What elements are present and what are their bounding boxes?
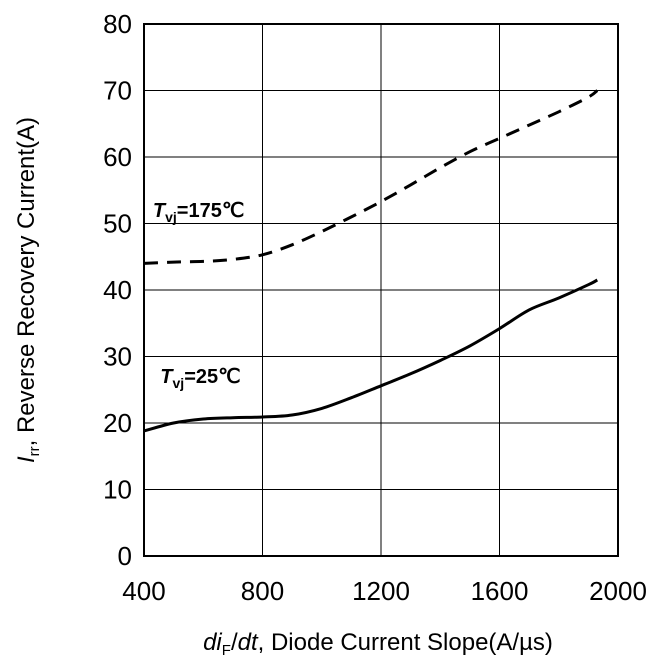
y-tick-label: 0 <box>118 541 132 571</box>
y-tick-label: 40 <box>103 275 132 305</box>
y-axis-title: Irr, Reverse Recovery Current(A) <box>13 117 43 463</box>
series-label-value: =25℃ <box>184 366 240 388</box>
y-tick-label: 80 <box>103 9 132 39</box>
x-tick-label: 800 <box>241 576 284 606</box>
grid-lines <box>143 23 619 557</box>
series-label-var: T <box>160 366 174 388</box>
y-tick-label: 70 <box>103 76 132 106</box>
series-label-sub: vj <box>173 375 185 391</box>
series-label-1: Tvj=25℃ <box>160 366 240 391</box>
y-tick-labels: 0 10 20 30 40 50 60 70 80 <box>103 9 132 571</box>
series-label-sub: vj <box>165 209 177 225</box>
y-tick-label: 20 <box>103 408 132 438</box>
x-tick-label: 2000 <box>589 576 647 606</box>
series-lines <box>143 89 599 433</box>
series-label-value: =175℃ <box>177 200 245 222</box>
y-tick-label: 10 <box>103 475 132 505</box>
series-line-0 <box>143 89 599 265</box>
series-label-var: T <box>153 200 167 222</box>
y-tick-label: 60 <box>103 142 132 172</box>
x-tick-labels: 400 800 1200 1600 2000 <box>122 576 647 606</box>
plot-frame <box>143 23 619 557</box>
series-line-1 <box>143 278 599 433</box>
x-tick-label: 400 <box>122 576 165 606</box>
y-tick-label: 30 <box>103 342 132 372</box>
x-tick-label: 1600 <box>471 576 529 606</box>
y-tick-label: 50 <box>103 209 132 239</box>
x-axis-title: diF/dt, Diode Current Slope(A/µs) <box>203 629 553 659</box>
series-label-0: Tvj=175℃ <box>153 200 244 225</box>
x-tick-label: 1200 <box>352 576 410 606</box>
